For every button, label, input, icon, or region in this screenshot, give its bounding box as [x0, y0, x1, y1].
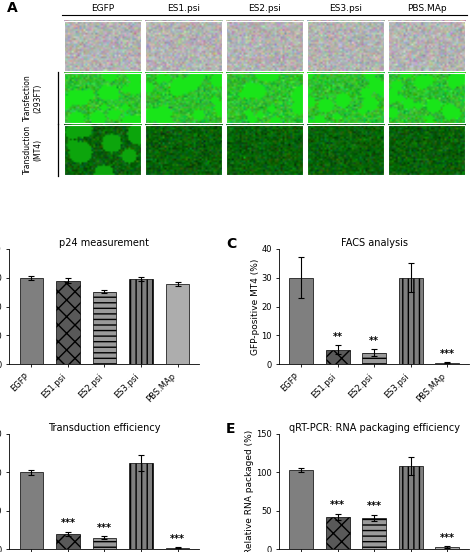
- Bar: [145, 73, 222, 123]
- Text: Transduction
(MT4): Transduction (MT4): [23, 125, 42, 174]
- Text: ES1.psi: ES1.psi: [167, 4, 200, 13]
- Text: ***: ***: [440, 349, 455, 359]
- Bar: [19, 473, 43, 549]
- Text: ***: ***: [61, 518, 75, 528]
- Bar: [388, 21, 465, 71]
- Text: ***: ***: [97, 523, 112, 533]
- Bar: [326, 517, 350, 549]
- Title: FACS analysis: FACS analysis: [341, 238, 408, 248]
- Bar: [64, 125, 141, 175]
- Bar: [129, 463, 153, 549]
- Bar: [226, 125, 303, 175]
- Bar: [92, 538, 116, 549]
- Bar: [363, 353, 386, 364]
- Bar: [64, 73, 141, 123]
- Bar: [399, 466, 423, 549]
- Bar: [145, 125, 222, 175]
- Text: **: **: [333, 332, 343, 342]
- Y-axis label: Relative RNA packaged (%): Relative RNA packaged (%): [246, 429, 255, 552]
- Bar: [326, 350, 350, 364]
- Text: ***: ***: [330, 501, 345, 511]
- Bar: [56, 280, 80, 364]
- Bar: [307, 125, 384, 175]
- Bar: [129, 279, 153, 364]
- Text: ES3.psi: ES3.psi: [329, 4, 362, 13]
- Bar: [436, 363, 459, 364]
- Title: qRT-PCR: RNA packaging efficiency: qRT-PCR: RNA packaging efficiency: [289, 423, 460, 433]
- Text: EGFP: EGFP: [91, 4, 114, 13]
- Text: ***: ***: [440, 533, 455, 543]
- Bar: [436, 547, 459, 549]
- Text: ***: ***: [170, 534, 185, 544]
- Bar: [145, 21, 222, 71]
- Bar: [307, 73, 384, 123]
- Bar: [166, 284, 190, 364]
- Bar: [399, 278, 423, 364]
- Text: Transfection
(293FT): Transfection (293FT): [23, 75, 42, 121]
- Text: ***: ***: [367, 501, 382, 511]
- Text: PBS.MAp: PBS.MAp: [407, 4, 447, 13]
- Bar: [289, 470, 313, 549]
- Bar: [226, 21, 303, 71]
- Bar: [19, 278, 43, 364]
- Bar: [56, 534, 80, 549]
- Text: **: **: [369, 336, 379, 346]
- Bar: [166, 548, 190, 549]
- Bar: [363, 518, 386, 549]
- Bar: [92, 291, 116, 364]
- Text: E: E: [226, 422, 236, 436]
- Title: p24 measurement: p24 measurement: [59, 238, 149, 248]
- Bar: [226, 73, 303, 123]
- Bar: [307, 21, 384, 71]
- Bar: [289, 278, 313, 364]
- Bar: [388, 73, 465, 123]
- Bar: [388, 125, 465, 175]
- Y-axis label: GFP-positive MT4 (%): GFP-positive MT4 (%): [251, 258, 260, 355]
- Title: Transduction efficiency: Transduction efficiency: [48, 423, 161, 433]
- Text: ES2.psi: ES2.psi: [248, 4, 281, 13]
- Bar: [64, 21, 141, 71]
- Text: A: A: [7, 2, 18, 15]
- Text: C: C: [226, 237, 237, 251]
